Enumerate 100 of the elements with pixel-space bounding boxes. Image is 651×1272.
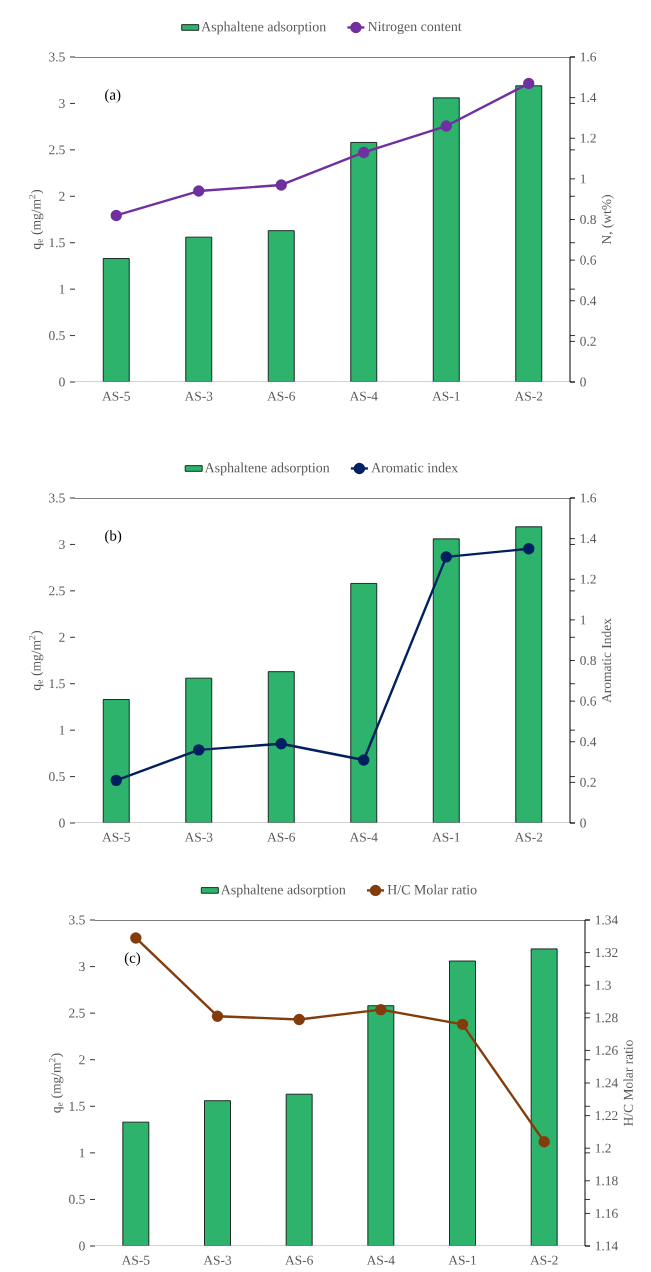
y-tick-label: 2 xyxy=(79,1055,85,1065)
y2-tick-label: 0.4 xyxy=(580,737,597,747)
y2-tick-label: 0 xyxy=(580,818,586,828)
point xyxy=(211,1010,224,1022)
y2-tick-label: 0.6 xyxy=(580,255,597,265)
legend-label: Nitrogen content xyxy=(368,21,462,35)
y2-axis-title: Aromatic Index xyxy=(601,618,612,703)
y-tick-label: 1 xyxy=(59,284,65,294)
y-tick-label: 1 xyxy=(59,725,65,735)
y2-tick-label: 1.24 xyxy=(595,1078,619,1088)
bar xyxy=(432,97,460,382)
y2-axis-title: H/C Molar ratio xyxy=(623,1040,633,1126)
y-tick-label: 0 xyxy=(59,818,65,828)
legend-label: Asphaltene adsorption xyxy=(201,21,327,35)
y2-axis-title: N, (wt%) xyxy=(601,195,614,245)
y-tick-label: 3.5 xyxy=(49,493,65,503)
legend-label: Asphaltene adsorption xyxy=(204,462,330,476)
point xyxy=(375,1003,387,1016)
x-tick-label: AS-5 xyxy=(121,1255,150,1265)
y2-tick-label: 0.6 xyxy=(580,696,597,706)
y2-tick-label: 1.6 xyxy=(580,493,597,503)
y2-tick-label: 1.26 xyxy=(595,1045,618,1055)
x-tick-label: AS-4 xyxy=(349,832,378,842)
bar xyxy=(102,699,130,824)
y-tick-label: 0 xyxy=(59,377,65,387)
y2-tick-label: 1.4 xyxy=(580,534,597,544)
y2-tick-label: 0.2 xyxy=(580,336,596,346)
point xyxy=(440,120,452,132)
y2-tick-label: 0.8 xyxy=(580,214,596,225)
point xyxy=(275,738,287,750)
point xyxy=(456,1018,469,1031)
bar xyxy=(267,671,295,824)
bar xyxy=(185,236,213,382)
y-tick-label: 1.5 xyxy=(49,679,65,689)
y2-tick-label: 0.4 xyxy=(580,296,597,306)
y-tick-label: 1 xyxy=(79,1148,85,1158)
y-tick-label: 2.5 xyxy=(49,145,65,155)
annotation: (c) xyxy=(124,952,141,966)
legend-label: Asphaltene adsorption xyxy=(220,884,346,898)
x-tick-label: AS-5 xyxy=(102,832,130,842)
y-axis-title: q$_{e}$ (mg/m$^{2}$) xyxy=(29,189,44,250)
x-tick-label: AS-2 xyxy=(530,1255,558,1265)
y-tick-label: 2 xyxy=(59,632,65,642)
point xyxy=(523,543,535,555)
y-tick-label: 0.5 xyxy=(49,772,65,782)
bar xyxy=(267,230,295,382)
y-tick-label: 2.5 xyxy=(69,1008,85,1018)
x-tick-label: AS-1 xyxy=(448,1255,476,1265)
bar xyxy=(102,258,130,382)
point xyxy=(275,179,287,191)
x-tick-label: AS-4 xyxy=(349,391,378,401)
point xyxy=(523,77,535,90)
x-tick-label: AS-1 xyxy=(432,832,460,842)
x-tick-label: AS-4 xyxy=(366,1255,395,1265)
y2-tick-label: 0.2 xyxy=(580,777,596,787)
y2-tick-label: 0 xyxy=(580,377,586,387)
point xyxy=(293,1013,305,1026)
point xyxy=(193,744,205,756)
y-tick-label: 3 xyxy=(59,539,65,549)
y-tick-label: 3.5 xyxy=(49,52,65,62)
bar xyxy=(449,960,476,1247)
y2-tick-label: 1.34 xyxy=(595,915,619,925)
legend-label: Aromatic index xyxy=(371,462,459,473)
bar xyxy=(515,526,543,824)
x-tick-label: AS-5 xyxy=(102,391,130,401)
x-tick-label: AS-2 xyxy=(514,832,543,842)
x-tick-label: AS-2 xyxy=(514,391,543,401)
point xyxy=(358,146,370,159)
y2-tick-label: 1.28 xyxy=(595,1013,618,1023)
y-tick-label: 2.5 xyxy=(49,586,65,596)
y-tick-label: 3.5 xyxy=(69,915,85,925)
x-tick-label: AS-3 xyxy=(184,832,213,842)
y-tick-label: 2 xyxy=(59,191,65,201)
annotation: (b) xyxy=(105,530,122,544)
y-axis-title: q$_{e}$ (mg/m$^{2}$) xyxy=(29,630,44,691)
bar xyxy=(432,538,460,824)
y2-tick-label: 1.16 xyxy=(595,1208,618,1218)
y-tick-label: 1.5 xyxy=(49,238,65,248)
bar xyxy=(122,1121,150,1247)
y2-tick-label: 1.2 xyxy=(595,1143,611,1153)
x-tick-label: AS-6 xyxy=(267,832,296,842)
bar xyxy=(515,85,543,382)
x-tick-label: AS-6 xyxy=(285,1255,313,1265)
bar xyxy=(367,1005,395,1247)
x-tick-label: AS-6 xyxy=(267,391,296,401)
y2-tick-label: 1.6 xyxy=(580,52,597,62)
y2-tick-label: 1.4 xyxy=(580,93,597,103)
y-tick-label: 0.5 xyxy=(69,1194,85,1205)
point xyxy=(130,932,142,944)
y2-tick-label: 1.14 xyxy=(595,1241,619,1251)
point xyxy=(440,551,452,563)
point xyxy=(538,1136,550,1148)
bar xyxy=(285,1093,313,1247)
x-tick-label: AS-1 xyxy=(432,391,460,401)
y-tick-label: 0.5 xyxy=(49,331,65,341)
bar xyxy=(350,583,378,824)
bar xyxy=(530,948,558,1247)
annotation: (a) xyxy=(105,89,121,103)
y2-tick-label: 1 xyxy=(580,615,586,625)
y-tick-label: 3 xyxy=(79,962,85,972)
